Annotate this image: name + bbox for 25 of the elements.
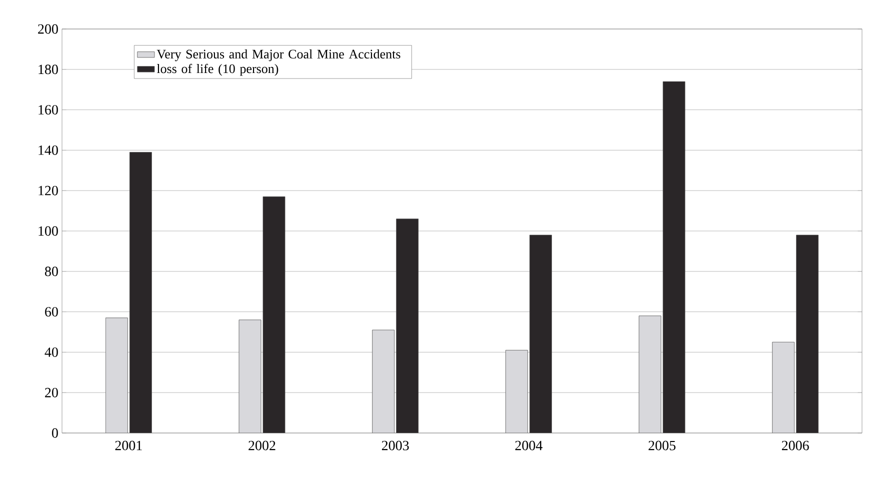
x-tick-label: 2002 [248,440,276,450]
y-tick-label: 120 [38,186,58,196]
legend-label: loss of life (10 person) [156,64,278,76]
y-tick-label: 160 [38,105,58,115]
y-tick-label: 60 [45,307,58,317]
bar [262,196,286,433]
y-tick-label: 80 [45,266,58,276]
y-tick-label: 200 [38,24,58,34]
bar [129,152,152,433]
bar [529,234,552,433]
y-tick-label: 40 [44,347,58,357]
bar [396,218,419,433]
y-tick-label: 180 [38,64,58,74]
y-tick-label: 0 [52,428,58,438]
x-tick-label: 2004 [515,440,542,450]
y-tick-label: 20 [45,388,58,398]
x-tick-label: 2006 [782,440,809,450]
x-tick-label: 2001 [115,440,142,450]
bar [662,81,686,433]
x-tick-label: 2005 [648,440,676,450]
bar [796,234,819,433]
y-tick-label: 100 [38,226,58,236]
x-tick-label: 2003 [382,440,409,450]
legend-label: Very Serious and Major Coal Mine Accidents [156,49,400,62]
y-tick-label: 140 [38,145,58,155]
